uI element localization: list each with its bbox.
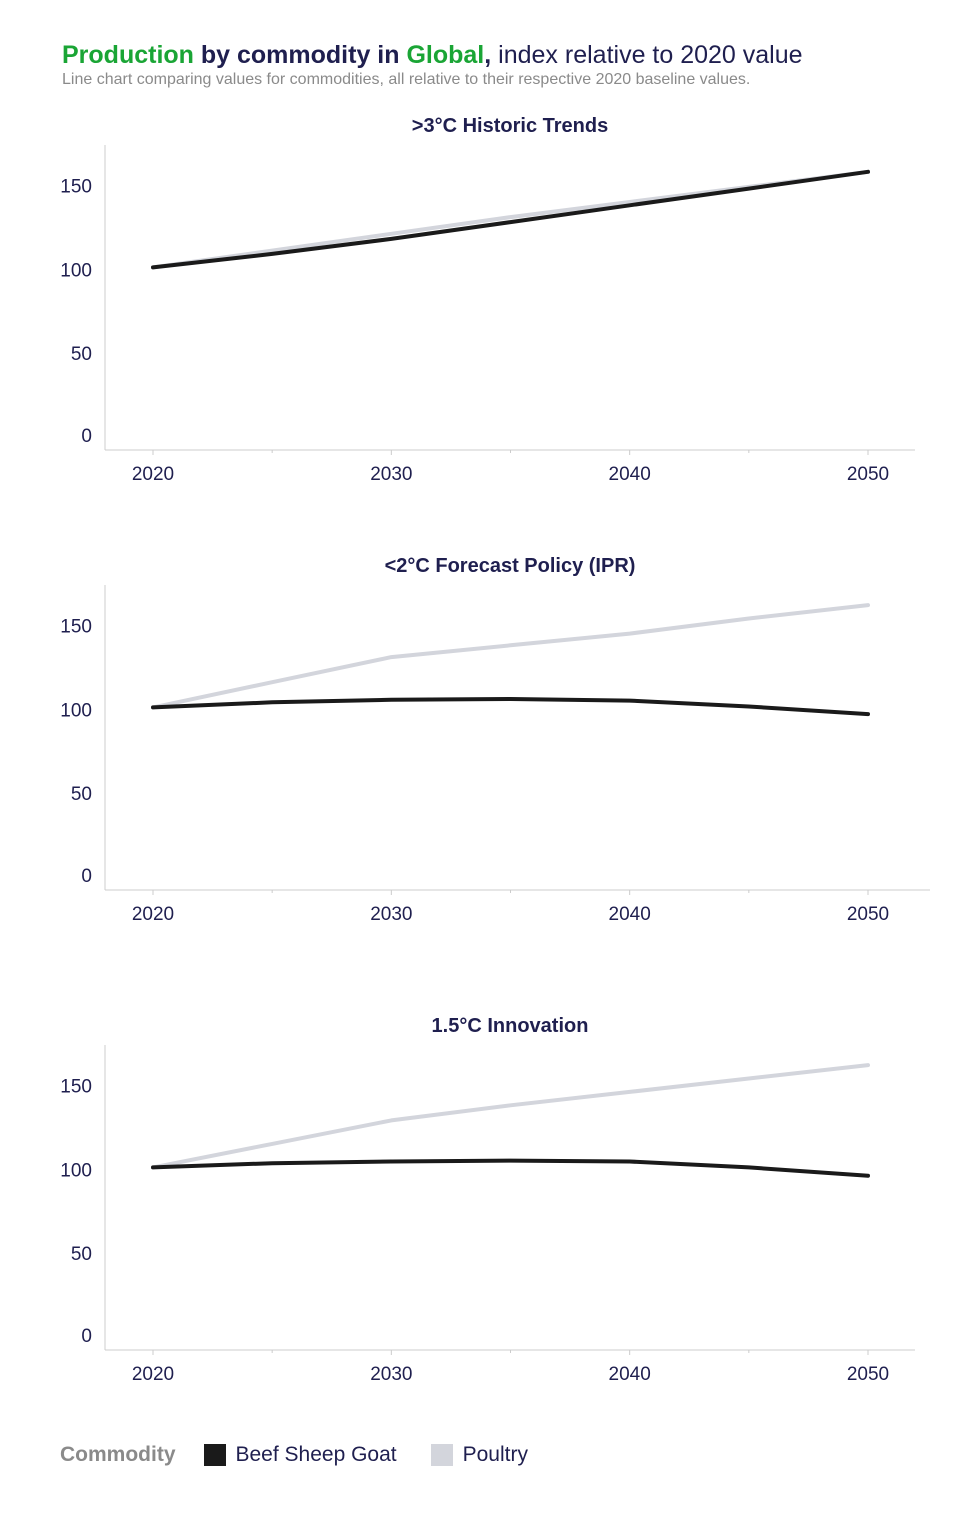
x-tick-label: 2030 — [370, 904, 412, 925]
y-tick-label: 150 — [60, 177, 92, 198]
y-tick-label: 50 — [71, 1244, 92, 1265]
series-line-beef-sheep-goat[interactable] — [151, 697, 870, 717]
y-tick-label: 150 — [60, 617, 92, 638]
x-tick-label: 2050 — [847, 904, 889, 925]
legend-title: Commodity — [60, 1443, 176, 1466]
legend-label-poultry: Poultry — [462, 1443, 528, 1466]
series-line-beef-sheep-goat[interactable] — [151, 169, 870, 270]
x-tick-label: 2050 — [847, 464, 889, 485]
chart-header: Production by commodity in Global, index… — [62, 40, 942, 90]
chart-panel-forecast-policy: <2°C Forecast Policy (IPR) 0 50 100 150 2020 2… — [0, 550, 972, 970]
y-tick-label: 100 — [60, 260, 92, 281]
x-tick-label: 2030 — [370, 464, 412, 485]
chart-svg-historic-trends: >3°C Historic Trends 0 50 100 150 2020 2030 204… — [60, 115, 915, 485]
x-tick-label: 2020 — [132, 464, 174, 485]
y-tick-label: 100 — [60, 700, 92, 721]
panel-title: 1.5°C Innovation — [432, 1015, 589, 1037]
legend-swatch-beef-sheep-goat — [203, 1444, 226, 1466]
y-tick-label: 50 — [71, 784, 92, 805]
title-grouping: by commodity in — [193, 41, 407, 69]
title-suffix: index relative to 2020 value — [491, 41, 803, 69]
y-tick-label: 150 — [60, 1077, 92, 1098]
legend-label-beef-sheep-goat: Beef Sheep Goat — [235, 1443, 397, 1466]
series-line-poultry[interactable] — [151, 1063, 870, 1170]
x-tick-label: 2020 — [132, 904, 174, 925]
y-tick-label: 0 — [81, 426, 92, 447]
chart-svg-innovation: 1.5°C Innovation 0 50 100 150 2020 2030 2040 205… — [60, 1015, 915, 1385]
y-tick-label: 50 — [71, 344, 92, 365]
title-region: Global — [406, 41, 485, 69]
x-tick-label: 2030 — [370, 1364, 412, 1385]
chart-svg-forecast-policy: <2°C Forecast Policy (IPR) 0 50 100 150 2020 2… — [60, 555, 930, 925]
x-tick-label: 2050 — [847, 1364, 889, 1385]
chart-panel-innovation: 1.5°C Innovation 0 50 100 150 2020 2030 2040 205… — [0, 1010, 972, 1430]
legend: Commodity Beef Sheep Goat Poultry — [60, 1438, 562, 1472]
series-line-poultry[interactable] — [151, 603, 870, 710]
x-tick-label: 2040 — [609, 1364, 651, 1385]
x-tick-label: 2040 — [609, 464, 651, 485]
y-tick-label: 0 — [81, 866, 92, 887]
title-comma: , — [484, 41, 492, 69]
legend-swatch-poultry — [430, 1444, 453, 1466]
chart-title: Production by commodity in Global, index… — [62, 40, 942, 70]
title-metric: Production — [62, 41, 194, 69]
x-tick-label: 2040 — [609, 904, 651, 925]
x-tick-label: 2020 — [132, 1364, 174, 1385]
series-line-beef-sheep-goat[interactable] — [151, 1158, 870, 1178]
panel-title: >3°C Historic Trends — [412, 115, 608, 137]
chart-panel-historic-trends: >3°C Historic Trends 0 50 100 150 2020 2030 204… — [0, 110, 972, 530]
chart-subtitle: Line chart comparing values for commodit… — [62, 71, 751, 88]
y-tick-label: 100 — [60, 1160, 92, 1181]
panel-title: <2°C Forecast Policy (IPR) — [385, 555, 636, 577]
y-tick-label: 0 — [81, 1326, 92, 1347]
legend-item-poultry[interactable]: Poultry — [430, 1443, 528, 1467]
legend-item-beef-sheep-goat[interactable]: Beef Sheep Goat — [203, 1443, 397, 1467]
